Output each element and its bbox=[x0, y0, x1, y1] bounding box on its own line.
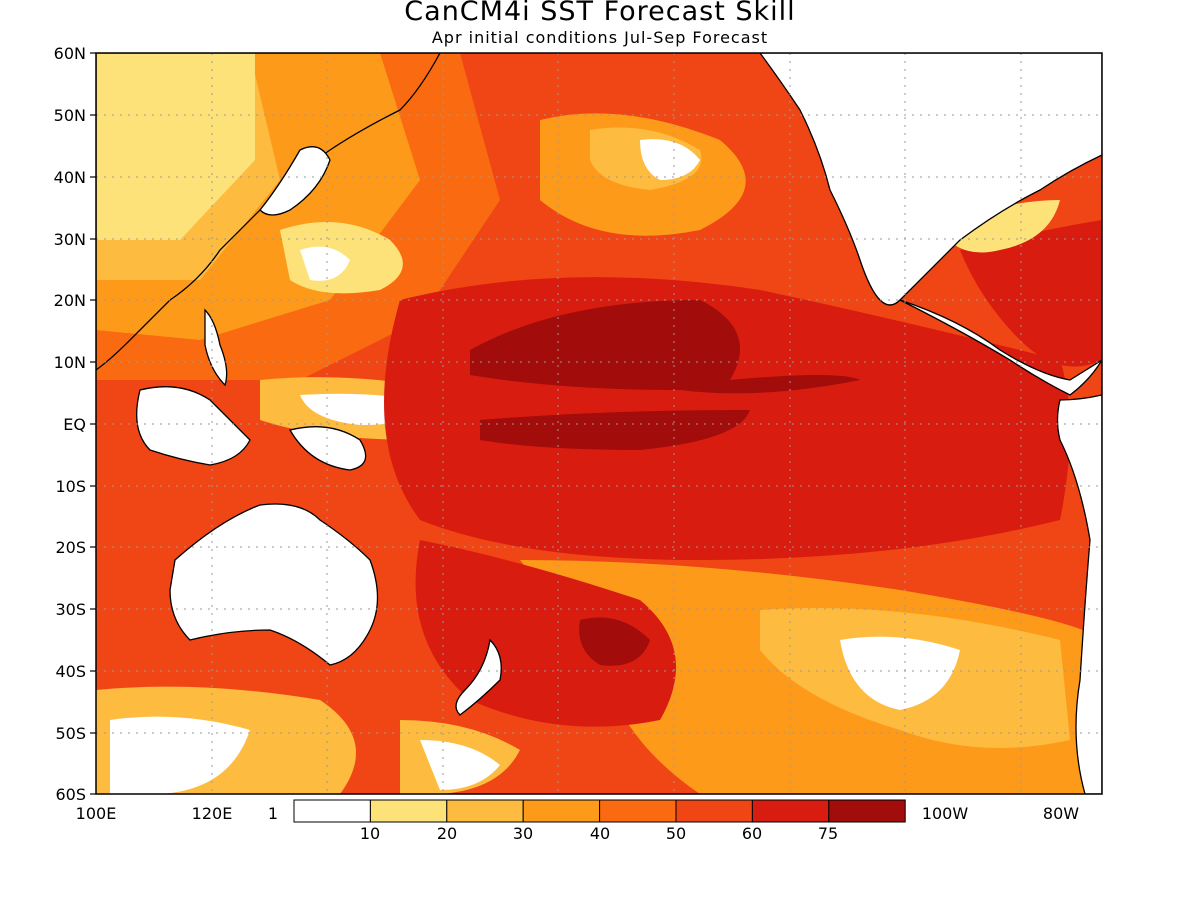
lat-label: 30S bbox=[55, 600, 86, 619]
colorbar-label: 10 bbox=[359, 824, 381, 843]
colorbar-swatch bbox=[522, 799, 601, 823]
lat-label: 60N bbox=[53, 44, 86, 63]
map-subtitle: Apr initial conditions Jul-Sep Forecast bbox=[431, 28, 769, 47]
lat-label: 40N bbox=[53, 168, 86, 187]
colorbar-swatch bbox=[675, 799, 753, 823]
lat-label: 40S bbox=[55, 662, 86, 681]
skill-region-blank bbox=[840, 636, 960, 710]
colorbar-label: 30 bbox=[512, 824, 534, 843]
skill-region-low bbox=[96, 53, 255, 240]
land-new-zealand bbox=[455, 638, 502, 716]
lat-label: 50N bbox=[53, 106, 86, 125]
colorbar-label: 50 bbox=[665, 824, 687, 843]
colorbar-swatch bbox=[751, 799, 830, 823]
lon-label: 100E bbox=[75, 804, 117, 823]
colorbar-swatch bbox=[369, 799, 448, 823]
lat-label: 20S bbox=[55, 538, 86, 557]
skill-region-max bbox=[480, 410, 750, 450]
grid bbox=[96, 53, 1102, 794]
skill-region-blank bbox=[300, 246, 350, 281]
lat-ticks bbox=[90, 52, 96, 795]
skill-region-low bbox=[940, 200, 1060, 253]
land-japan bbox=[259, 146, 331, 216]
colorbar-label: 40 bbox=[589, 824, 611, 843]
land-north-america bbox=[759, 53, 1102, 306]
map-title: CanCM4i SST Forecast Skill bbox=[404, 0, 796, 27]
colorbar-label: 60 bbox=[741, 824, 763, 843]
colorbar-swatch bbox=[828, 799, 906, 823]
land-central-america bbox=[899, 299, 1102, 396]
land-asia bbox=[96, 53, 441, 371]
colorbar bbox=[293, 799, 906, 823]
lon-label: 80W bbox=[1042, 804, 1080, 823]
land-australia bbox=[169, 503, 379, 666]
lat-label: 10N bbox=[53, 353, 86, 372]
lat-label: 30N bbox=[53, 230, 86, 249]
lat-label: 10S bbox=[55, 477, 86, 496]
colorbar-label: 75 bbox=[817, 824, 839, 843]
skill-region-blank bbox=[420, 740, 500, 790]
colorbar-label: 20 bbox=[436, 824, 458, 843]
skill-region-blank bbox=[110, 716, 250, 794]
lat-label: 50S bbox=[55, 724, 86, 743]
lat-label: 20N bbox=[53, 291, 86, 310]
land-new-guinea bbox=[289, 426, 367, 471]
skill-region-high bbox=[960, 220, 1102, 367]
land-south-america bbox=[1056, 394, 1102, 794]
skill-region-max bbox=[579, 617, 650, 666]
lon-label: 120E bbox=[191, 804, 233, 823]
skill-region-blank bbox=[640, 139, 700, 180]
lon-label: 100W bbox=[921, 804, 969, 823]
lat-label: EQ bbox=[63, 415, 86, 434]
skill-region-max bbox=[470, 300, 860, 394]
lat-label: 60S bbox=[55, 785, 86, 804]
lon-label: 1 bbox=[267, 804, 279, 823]
colorbar-swatch bbox=[599, 799, 677, 823]
colorbar-swatch bbox=[293, 799, 371, 823]
land-philippines bbox=[204, 308, 228, 387]
colorbar-swatch bbox=[446, 799, 524, 823]
land-maritime-continent bbox=[136, 386, 251, 466]
